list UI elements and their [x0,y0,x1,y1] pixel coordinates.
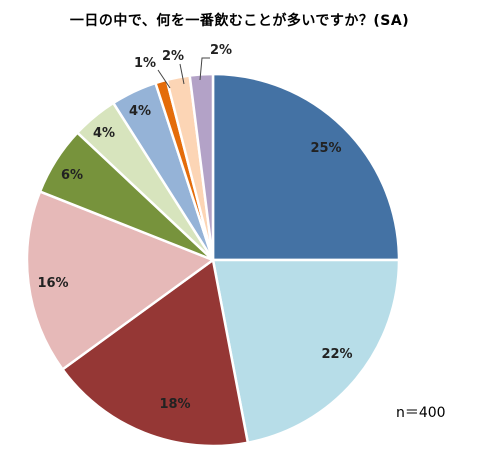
pie-slice-10 [188,72,215,261]
data-label-6: 4% [93,126,115,141]
data-label-10: 2% [210,43,232,58]
leader-line-8 [157,69,171,89]
data-label-4: 16% [37,276,68,291]
data-label-7: 4% [129,104,151,119]
pie-slice-3 [60,257,250,448]
leader-line-9 [179,63,185,85]
data-label-2: 22% [321,347,352,362]
pie-slice-4 [25,189,216,372]
sample-size-label: n＝400 [396,405,446,421]
data-label-3: 18% [159,397,190,412]
pie-slice-2 [211,258,401,445]
pie-slice-1 [211,72,401,262]
data-label-1: 25% [310,141,341,156]
data-label-5: 6% [61,168,83,183]
leader-line-10 [199,57,210,81]
data-label-9: 2% [162,49,184,64]
data-label-8: 1% [134,56,156,71]
chart-title: 一日の中で、何を一番飲むことが多いですか？(SA) [69,13,410,29]
